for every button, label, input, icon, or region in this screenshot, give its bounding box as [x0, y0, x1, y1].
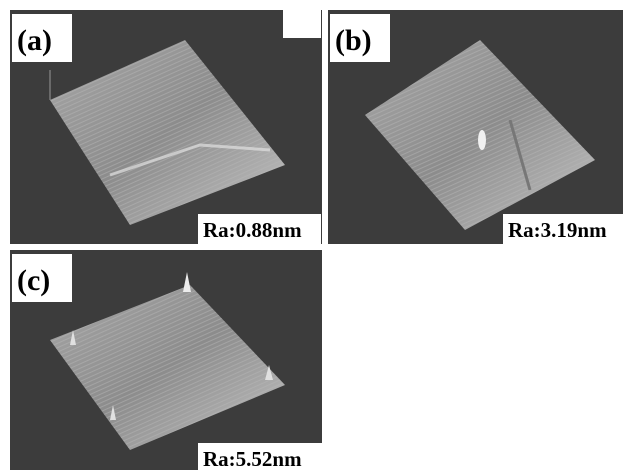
roughness: Ra:3.19nm — [508, 218, 607, 242]
panel-c: (c) Ra:5.52nm — [10, 250, 322, 473]
blank-box — [283, 10, 321, 38]
figure: (a) Ra:0.88nm (b) Ra:3.19nm (c) Ra:5.52n… — [0, 0, 625, 473]
panel-label: (a) — [17, 24, 52, 57]
panel-label: (c) — [17, 264, 50, 297]
peak — [478, 130, 486, 150]
panel-label: (b) — [335, 24, 372, 57]
panel-b: (b) Ra:3.19nm — [328, 10, 623, 244]
roughness: Ra:5.52nm — [203, 447, 302, 471]
roughness: Ra:0.88nm — [203, 218, 302, 242]
panel-a: (a) Ra:0.88nm — [10, 10, 322, 244]
